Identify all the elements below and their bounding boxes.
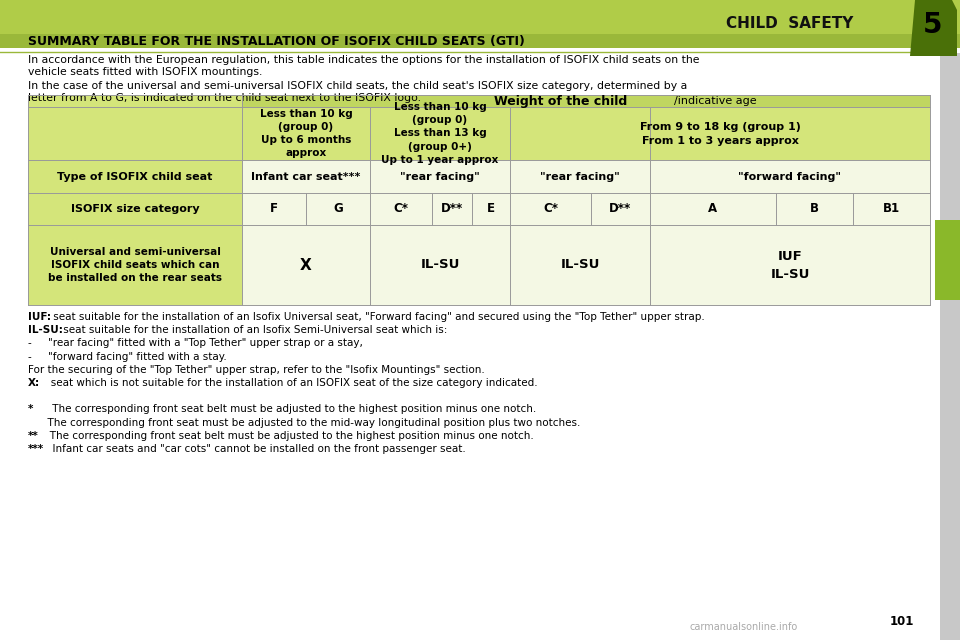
- Text: Less than 10 kg
(group 0)
Up to 6 months
approx: Less than 10 kg (group 0) Up to 6 months…: [259, 109, 352, 158]
- Text: SUMMARY TABLE FOR THE INSTALLATION OF ISOFIX CHILD SEATS (GTI): SUMMARY TABLE FOR THE INSTALLATION OF IS…: [28, 35, 525, 48]
- Text: seat which is not suitable for the installation of an ISOFIX seat of the size ca: seat which is not suitable for the insta…: [41, 378, 538, 388]
- Text: Infant car seats and "car cots" cannot be installed on the front passenger seat.: Infant car seats and "car cots" cannot b…: [46, 444, 466, 454]
- Text: ISOFIX size category: ISOFIX size category: [71, 204, 200, 214]
- Bar: [28, 160, 242, 193]
- Text: ***: ***: [28, 444, 44, 454]
- Bar: [242, 193, 930, 225]
- Bar: [0, 34, 960, 48]
- Text: X: X: [300, 257, 312, 273]
- Bar: [28, 95, 242, 107]
- Bar: [940, 53, 960, 640]
- Text: For the securing of the "Top Tether" upper strap, refer to the "Isofix Mountings: For the securing of the "Top Tether" upp…: [28, 365, 485, 375]
- Text: *: *: [28, 404, 34, 414]
- Text: "rear facing": "rear facing": [540, 172, 620, 182]
- Bar: [242, 225, 930, 305]
- Text: 5: 5: [924, 11, 943, 39]
- Text: From 9 to 18 kg (group 1)
From 1 to 3 years approx: From 9 to 18 kg (group 1) From 1 to 3 ye…: [639, 122, 801, 145]
- Text: -     "rear facing" fitted with a "Top Tether" upper strap or a stay,: - "rear facing" fitted with a "Top Tethe…: [28, 339, 363, 348]
- Text: A: A: [708, 202, 717, 216]
- Text: **: **: [28, 431, 38, 441]
- Text: "forward facing": "forward facing": [738, 172, 842, 182]
- Text: IL-SU: IL-SU: [420, 259, 460, 271]
- Text: IL-SU: IL-SU: [561, 259, 600, 271]
- Text: The corresponding front seat must be adjusted to the mid-way longitudinal positi: The corresponding front seat must be adj…: [28, 417, 581, 428]
- Text: Less than 10 kg
(group 0)
Less than 13 kg
(group 0+)
Up to 1 year approx: Less than 10 kg (group 0) Less than 13 k…: [381, 102, 498, 165]
- Text: C*: C*: [394, 202, 409, 216]
- Text: vehicle seats fitted with ISOFIX mountings.: vehicle seats fitted with ISOFIX mountin…: [28, 67, 262, 77]
- Text: Infant car seat***: Infant car seat***: [252, 172, 361, 182]
- Text: Universal and semi-universal
ISOFIX child seats which can
be installed on the re: Universal and semi-universal ISOFIX chil…: [48, 247, 222, 283]
- Text: C*: C*: [543, 202, 558, 216]
- Text: Type of ISOFIX child seat: Type of ISOFIX child seat: [58, 172, 213, 182]
- Text: CHILD  SAFETY: CHILD SAFETY: [727, 17, 853, 31]
- Text: The corresponding front seat belt must be adjusted to the highest position minus: The corresponding front seat belt must b…: [36, 404, 537, 414]
- Text: "rear facing": "rear facing": [400, 172, 480, 182]
- Text: G: G: [333, 202, 343, 216]
- Text: -     "forward facing" fitted with a stay.: - "forward facing" fitted with a stay.: [28, 351, 227, 362]
- Text: Weight of the child: Weight of the child: [494, 95, 628, 108]
- Bar: [0, 0, 960, 48]
- Text: IL-SU:: IL-SU:: [28, 325, 62, 335]
- Bar: [28, 107, 930, 160]
- Text: 101: 101: [890, 615, 914, 628]
- Text: seat suitable for the installation of an Isofix Universal seat, "Forward facing": seat suitable for the installation of an…: [50, 312, 705, 322]
- Text: D**: D**: [610, 202, 632, 216]
- Text: In the case of the universal and semi-universal ISOFIX child seats, the child se: In the case of the universal and semi-un…: [28, 81, 687, 91]
- Text: IUF
IL-SU: IUF IL-SU: [770, 250, 809, 280]
- Text: B1: B1: [883, 202, 900, 216]
- Text: X:: X:: [28, 378, 40, 388]
- Text: seat suitable for the installation of an Isofix Semi-Universal seat which is:: seat suitable for the installation of an…: [60, 325, 447, 335]
- Text: In accordance with the European regulation, this table indicates the options for: In accordance with the European regulati…: [28, 55, 700, 65]
- Polygon shape: [910, 0, 957, 56]
- Bar: [28, 225, 242, 305]
- Bar: [935, 220, 960, 300]
- Bar: [242, 95, 930, 107]
- Text: E: E: [487, 202, 495, 216]
- Text: The corresponding front seat belt must be adjusted to the highest position minus: The corresponding front seat belt must b…: [40, 431, 534, 441]
- Text: letter from A to G, is indicated on the child seat next to the ISOFIX logo.: letter from A to G, is indicated on the …: [28, 93, 421, 103]
- Text: /indicative age: /indicative age: [674, 96, 756, 106]
- Text: F: F: [270, 202, 278, 216]
- Bar: [28, 193, 242, 225]
- Text: carmanualsonline.info: carmanualsonline.info: [690, 622, 799, 632]
- Text: B: B: [810, 202, 819, 216]
- Text: D**: D**: [441, 202, 463, 216]
- Text: IUF:: IUF:: [28, 312, 51, 322]
- Bar: [242, 160, 930, 193]
